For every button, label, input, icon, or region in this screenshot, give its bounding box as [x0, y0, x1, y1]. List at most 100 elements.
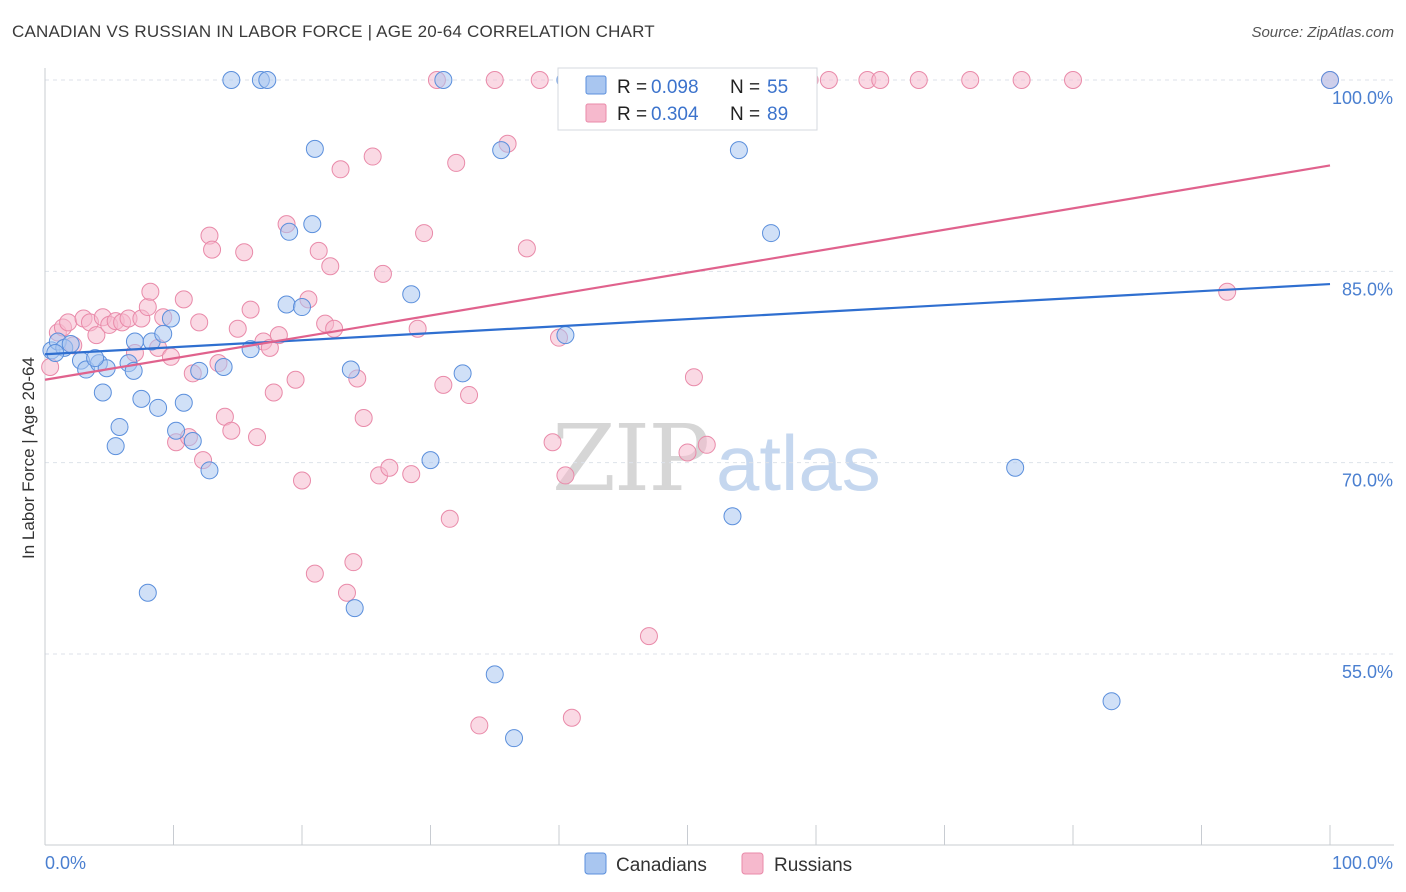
canadian-point [154, 324, 173, 343]
legend-r-value-russians: 0.304 [651, 104, 699, 125]
canadian-point [200, 461, 219, 480]
russian-point [138, 298, 157, 317]
russian-point [1218, 282, 1237, 301]
canadian-point [293, 298, 311, 317]
russian-point [434, 375, 453, 394]
x-tick-labels: 0.0% 100.0% [45, 853, 1393, 873]
russian-point [639, 627, 658, 646]
y-tick-label: 100.0% [1332, 88, 1393, 108]
canadian-point [214, 358, 233, 376]
russians-trend-line [44, 164, 1331, 381]
canadian-point [161, 309, 180, 328]
russians-points [41, 71, 1339, 735]
legend-n-label-canadians: N = [730, 77, 760, 98]
russian-point [485, 71, 504, 89]
canadians-points [42, 71, 1339, 748]
russian-point [562, 708, 581, 727]
russian-point [556, 466, 575, 485]
russian-point [543, 433, 562, 452]
russian-point [380, 458, 399, 477]
russian-point [228, 319, 247, 338]
russian-point [363, 147, 382, 166]
canadian-point [174, 393, 193, 412]
russian-point [415, 224, 434, 243]
russian-point [678, 443, 697, 462]
canadian-point [762, 224, 781, 243]
canadian-point [132, 389, 151, 408]
russian-point [447, 153, 466, 172]
bottom-legend-swatch-canadians [584, 852, 607, 875]
russian-point [235, 243, 254, 262]
y-axis-label: In Labor Force | Age 20-64 [19, 357, 38, 559]
russian-point [337, 583, 356, 602]
russian-point [286, 370, 305, 389]
russian-point [174, 290, 193, 309]
russian-point [87, 326, 106, 345]
gridlines [45, 79, 1394, 655]
russian-point [530, 71, 549, 89]
russian-point [248, 428, 267, 447]
canadian-point [1006, 458, 1025, 477]
russian-point [331, 160, 350, 179]
x-tick-label: 0.0% [45, 853, 86, 873]
canadian-point [345, 599, 364, 618]
y-tick-label: 70.0% [1342, 471, 1393, 491]
canadian-point [453, 364, 472, 383]
canadian-point [402, 285, 421, 304]
canadian-point [258, 71, 277, 89]
bottom-legend-swatch-russians [741, 852, 764, 875]
canadian-point [1102, 692, 1121, 711]
x-tick-label: 100.0% [1332, 853, 1393, 873]
russian-point [684, 368, 703, 387]
russian-point [344, 553, 363, 572]
russian-point [819, 71, 838, 89]
chart-source: Source: ZipAtlas.com [1251, 24, 1394, 41]
canadian-point [485, 665, 504, 684]
canadian-point [93, 383, 112, 402]
canadian-point [492, 141, 511, 160]
canadian-point [149, 398, 168, 417]
canadian-point [190, 361, 209, 380]
legend-swatch-canadians [585, 75, 607, 95]
canadian-point [183, 431, 202, 450]
canadian-point [723, 507, 742, 526]
russian-point [871, 71, 890, 89]
canadian-point [277, 295, 296, 314]
russian-point [961, 71, 980, 89]
canadian-point [167, 421, 186, 440]
canadian-point [61, 335, 80, 354]
legend-swatch-russians [585, 103, 607, 123]
russian-point [305, 564, 324, 583]
legend-r-label-canadians: R = [617, 77, 647, 98]
legend-n-value-canadians: 55 [767, 77, 788, 98]
bottom-legend-russians: Russians [774, 855, 852, 876]
legend-r-label-russians: R = [617, 104, 647, 125]
russian-point [321, 257, 340, 276]
bottom-legend-canadians: Canadians [616, 855, 707, 876]
canadian-point [556, 326, 575, 345]
russian-point [354, 409, 373, 428]
trend-lines [44, 164, 1331, 381]
y-tick-labels: 55.0% 70.0% 85.0% 100.0% [1332, 88, 1393, 682]
canadian-point [505, 729, 524, 748]
canadian-point [305, 139, 324, 158]
russian-point [909, 71, 928, 89]
russian-point [264, 383, 283, 402]
canadian-point [729, 141, 748, 160]
canadian-point [125, 332, 144, 351]
russian-point [402, 465, 421, 484]
stats-legend: R = 0.098 N = 55 R = 0.304 N = 89 [557, 67, 818, 131]
series-legend: Canadians Russians [584, 852, 852, 876]
chart-title: CANADIAN VS RUSSIAN IN LABOR FORCE | AGE… [12, 22, 655, 41]
russian-point [697, 435, 716, 454]
canadian-point [434, 71, 453, 89]
canadian-point [421, 451, 440, 470]
russian-point [517, 239, 536, 258]
russian-point [222, 421, 241, 440]
russian-point [190, 313, 209, 332]
canadian-point [280, 222, 299, 241]
y-tick-label: 85.0% [1342, 279, 1393, 299]
legend-n-value-russians: 89 [767, 104, 788, 125]
canadian-point [110, 417, 129, 436]
